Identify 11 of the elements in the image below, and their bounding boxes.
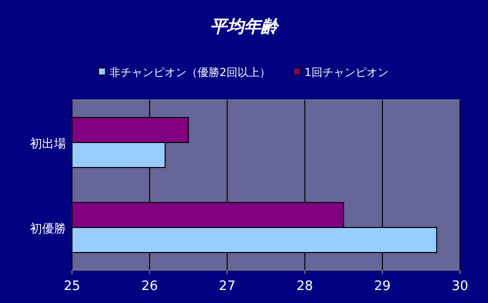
- x-tick-label: 30: [452, 279, 468, 294]
- y-tick-label: 初優勝: [30, 222, 66, 236]
- legend-label: 非チャンピオン（優勝2回以上）: [110, 66, 270, 79]
- x-tick-label: 29: [374, 279, 391, 294]
- x-tick-label: 28: [296, 279, 314, 294]
- y-tick-label: 初出場: [30, 136, 66, 150]
- x-tick-label: 26: [141, 279, 158, 294]
- legend-label: 1回チャンピオン: [304, 66, 388, 79]
- x-tick-label: 25: [64, 279, 80, 294]
- x-tick-label: 27: [218, 279, 236, 294]
- chart-title: 平均年齢: [210, 17, 280, 37]
